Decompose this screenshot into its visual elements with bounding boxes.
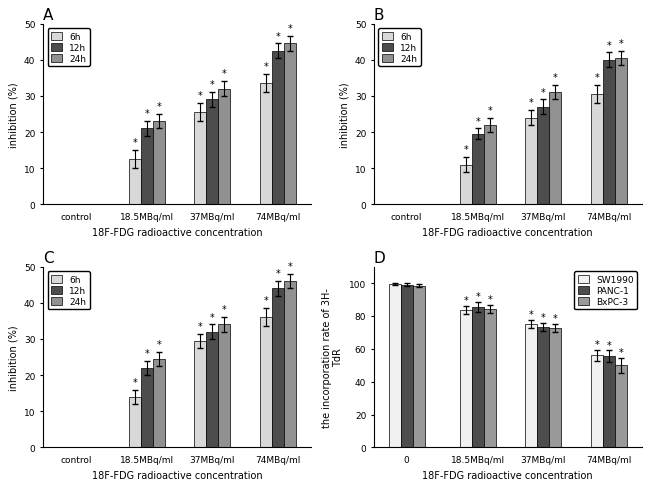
Bar	[194, 113, 207, 205]
Text: *: *	[595, 73, 599, 83]
Text: D: D	[374, 251, 385, 266]
Bar	[389, 285, 400, 447]
Text: *: *	[157, 102, 161, 112]
Text: *: *	[222, 69, 227, 80]
Y-axis label: inhibition (%): inhibition (%)	[339, 82, 349, 147]
Bar	[218, 89, 231, 205]
Text: *: *	[463, 145, 468, 155]
Bar	[549, 93, 562, 205]
X-axis label: 18F-FDG radioactive concentration: 18F-FDG radioactive concentration	[422, 470, 593, 480]
Y-axis label: inhibition (%): inhibition (%)	[8, 82, 18, 147]
Bar	[525, 118, 538, 205]
Text: *: *	[619, 39, 623, 49]
Bar	[525, 325, 538, 447]
Bar	[207, 332, 218, 447]
Text: *: *	[198, 321, 203, 331]
Text: *: *	[529, 98, 534, 108]
Bar	[603, 61, 615, 205]
Bar	[129, 397, 141, 447]
Text: *: *	[133, 377, 137, 387]
Bar	[591, 356, 603, 447]
Text: *: *	[276, 31, 280, 41]
Bar	[272, 289, 284, 447]
Text: *: *	[133, 138, 137, 148]
Text: *: *	[488, 105, 492, 116]
Bar	[603, 357, 615, 447]
Legend: 6h, 12h, 24h: 6h, 12h, 24h	[378, 29, 421, 67]
Y-axis label: the incorporation rate of 3H-
TdR: the incorporation rate of 3H- TdR	[322, 287, 343, 427]
Bar	[260, 84, 272, 205]
Bar	[484, 125, 496, 205]
Text: *: *	[541, 87, 546, 98]
Bar	[472, 307, 484, 447]
Bar	[141, 368, 153, 447]
Bar	[141, 129, 153, 205]
Bar	[460, 310, 472, 447]
Text: *: *	[264, 62, 268, 72]
Bar	[413, 286, 424, 447]
Text: *: *	[144, 109, 150, 119]
Bar	[615, 59, 627, 205]
Bar	[272, 52, 284, 205]
Bar	[484, 310, 496, 447]
Text: *: *	[606, 340, 611, 350]
Text: *: *	[619, 347, 623, 357]
Text: C: C	[43, 251, 54, 266]
X-axis label: 18F-FDG radioactive concentration: 18F-FDG radioactive concentration	[92, 227, 262, 237]
Bar	[218, 325, 231, 447]
Legend: SW1990, PANC-1, BxPC-3: SW1990, PANC-1, BxPC-3	[574, 271, 637, 310]
Bar	[207, 100, 218, 205]
Text: *: *	[222, 305, 227, 315]
Bar	[129, 160, 141, 205]
X-axis label: 18F-FDG radioactive concentration: 18F-FDG radioactive concentration	[422, 227, 593, 237]
Text: *: *	[606, 41, 611, 50]
Bar	[153, 359, 165, 447]
Legend: 6h, 12h, 24h: 6h, 12h, 24h	[47, 29, 90, 67]
Bar	[538, 107, 549, 205]
Bar	[460, 165, 472, 205]
Text: B: B	[374, 8, 384, 23]
Text: *: *	[541, 312, 546, 322]
Bar	[549, 328, 562, 447]
Y-axis label: inhibition (%): inhibition (%)	[8, 325, 18, 390]
Text: *: *	[210, 312, 215, 322]
Text: *: *	[595, 339, 599, 349]
Text: *: *	[475, 116, 480, 126]
Text: *: *	[463, 296, 468, 305]
Text: *: *	[553, 314, 558, 324]
Bar	[538, 327, 549, 447]
Text: *: *	[210, 80, 215, 90]
Text: *: *	[488, 295, 492, 305]
Text: *: *	[144, 348, 150, 358]
Bar	[472, 135, 484, 205]
Bar	[153, 122, 165, 205]
Bar	[284, 44, 296, 205]
Text: *: *	[276, 268, 280, 279]
Text: *: *	[529, 309, 534, 320]
Bar	[591, 95, 603, 205]
Text: *: *	[553, 73, 558, 83]
Text: *: *	[288, 24, 292, 34]
Bar	[194, 341, 207, 447]
Text: A: A	[43, 8, 53, 23]
Text: *: *	[288, 262, 292, 271]
Bar	[260, 318, 272, 447]
Bar	[615, 366, 627, 447]
Text: *: *	[157, 339, 161, 349]
Legend: 6h, 12h, 24h: 6h, 12h, 24h	[47, 271, 90, 310]
X-axis label: 18F-FDG radioactive concentration: 18F-FDG radioactive concentration	[92, 470, 262, 480]
Text: *: *	[198, 91, 203, 101]
Text: *: *	[264, 296, 268, 305]
Bar	[284, 282, 296, 447]
Bar	[400, 285, 413, 447]
Text: *: *	[475, 291, 480, 302]
